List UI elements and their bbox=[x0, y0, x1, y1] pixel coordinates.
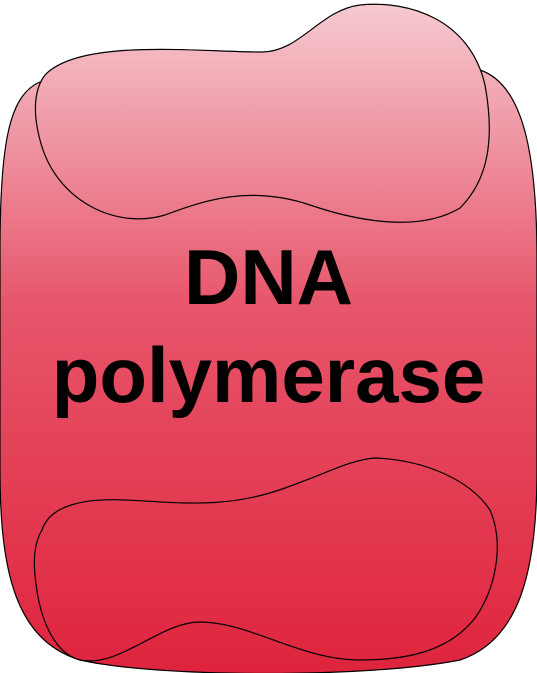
label-dna: DNA bbox=[184, 233, 353, 321]
polymerase-top-lobe bbox=[34, 3, 490, 223]
label-polymerase: polymerase bbox=[51, 331, 486, 419]
polymerase-bottom-lobe bbox=[33, 457, 498, 662]
